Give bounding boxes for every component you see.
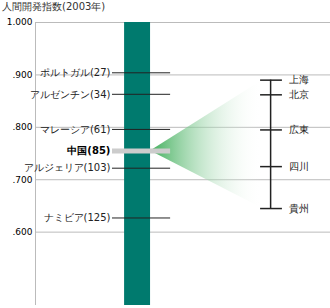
svg-text:アルゼンチン(34): アルゼンチン(34) [30, 88, 111, 99]
svg-text:中国(85): 中国(85) [67, 145, 110, 156]
svg-text:1.000: 1.000 [7, 17, 33, 27]
svg-text:広東: 広東 [289, 124, 309, 135]
svg-text:ナミビア(125): ナミビア(125) [44, 212, 111, 223]
svg-text:.800: .800 [12, 122, 32, 132]
svg-text:北京: 北京 [289, 89, 309, 100]
svg-text:アルジェリア(103): アルジェリア(103) [24, 162, 111, 173]
svg-text:四川: 四川 [289, 161, 309, 172]
svg-text:.600: .600 [12, 227, 32, 237]
svg-text:マレーシア(61): マレーシア(61) [40, 124, 111, 135]
svg-text:.700: .700 [12, 175, 32, 185]
svg-text:上海: 上海 [289, 74, 309, 85]
svg-text:貴州: 貴州 [289, 203, 309, 214]
svg-text:ポルトガル(27): ポルトガル(27) [40, 67, 111, 78]
svg-text:.900: .900 [12, 70, 32, 80]
html-text:人間開発指数(2003年): 人間開発指数(2003年) [2, 1, 106, 12]
